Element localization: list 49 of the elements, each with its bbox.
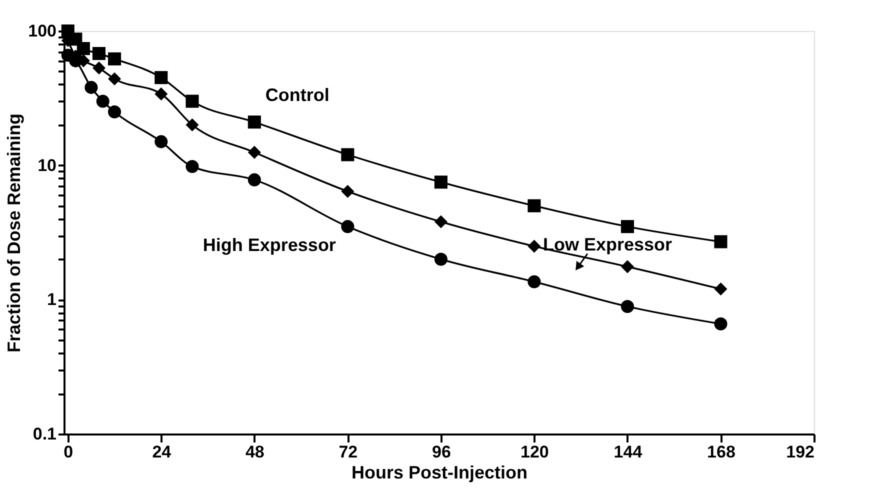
point bbox=[341, 184, 354, 198]
y-tick-label: 10 bbox=[38, 156, 56, 175]
x-tick-label: 144 bbox=[614, 442, 643, 462]
x-tick-label: 192 bbox=[786, 442, 814, 462]
point bbox=[248, 146, 261, 159]
point bbox=[96, 94, 110, 108]
point bbox=[434, 252, 448, 266]
x-tick-label: 72 bbox=[338, 442, 358, 462]
x-axis-title: Hours Post-Injection bbox=[351, 462, 528, 482]
point bbox=[248, 173, 261, 186]
point bbox=[84, 80, 98, 94]
point bbox=[154, 71, 168, 84]
point bbox=[714, 235, 728, 248]
point bbox=[108, 72, 122, 86]
point bbox=[108, 105, 122, 118]
point bbox=[341, 220, 354, 234]
point bbox=[76, 42, 90, 56]
point bbox=[186, 160, 199, 174]
point bbox=[108, 52, 122, 66]
point bbox=[186, 118, 199, 132]
point bbox=[714, 282, 728, 296]
y-tick-label: 1 bbox=[47, 290, 56, 310]
series-label: High Expressor bbox=[202, 234, 336, 255]
point bbox=[620, 260, 634, 274]
x-tick-label: 24 bbox=[152, 442, 172, 462]
y-axis-title: Fraction of Dose Remaining bbox=[4, 113, 24, 353]
x-tick-label: 120 bbox=[520, 442, 549, 462]
point bbox=[186, 94, 199, 108]
x-tick-label: 168 bbox=[707, 442, 736, 462]
point bbox=[528, 199, 541, 212]
point bbox=[528, 275, 541, 288]
point bbox=[528, 240, 541, 253]
x-tick-label: 0 bbox=[64, 442, 74, 462]
point bbox=[154, 135, 168, 148]
point bbox=[620, 220, 634, 234]
point bbox=[620, 300, 634, 313]
y-tick-label: 100 bbox=[28, 22, 56, 40]
point bbox=[341, 148, 354, 162]
point bbox=[92, 62, 106, 75]
point bbox=[714, 317, 728, 330]
point bbox=[434, 176, 448, 189]
point bbox=[248, 116, 261, 129]
x-tick-label: 96 bbox=[432, 442, 451, 462]
point bbox=[92, 46, 106, 60]
point bbox=[154, 87, 168, 100]
point bbox=[434, 215, 448, 228]
x-tick-label: 48 bbox=[245, 442, 264, 462]
series-label: Control bbox=[265, 85, 330, 106]
y-tick-label: 0.1 bbox=[32, 424, 56, 444]
